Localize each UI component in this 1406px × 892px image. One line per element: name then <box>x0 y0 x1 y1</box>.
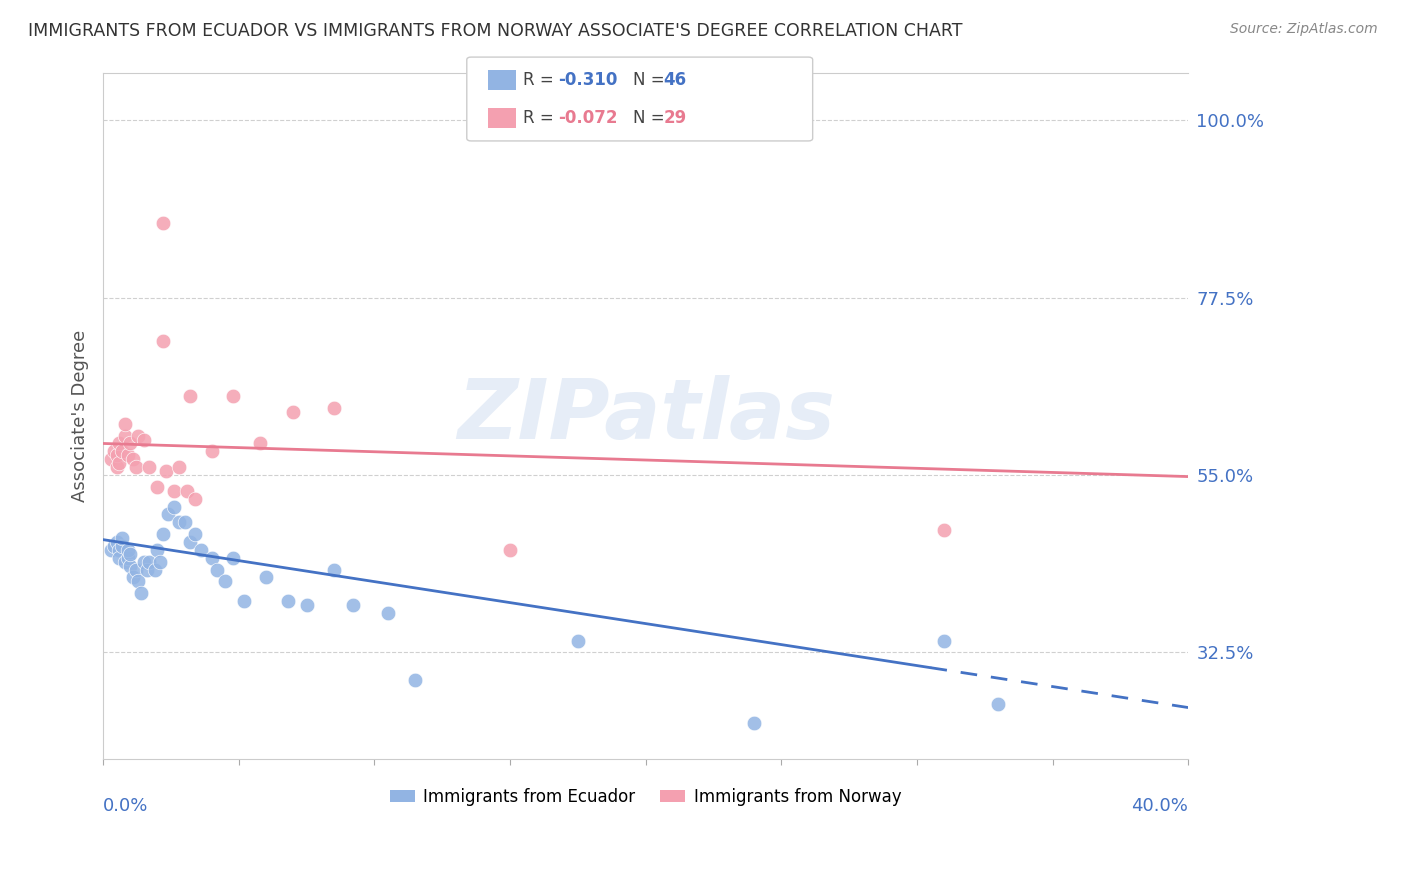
Point <box>281 405 304 419</box>
Point <box>233 594 256 608</box>
Text: 40.0%: 40.0% <box>1132 797 1188 814</box>
Text: -0.072: -0.072 <box>558 109 617 127</box>
Text: 29: 29 <box>664 109 688 127</box>
Point <box>103 444 125 458</box>
Point <box>120 436 142 450</box>
Point <box>143 563 166 577</box>
Text: Source: ZipAtlas.com: Source: ZipAtlas.com <box>1230 22 1378 37</box>
Point <box>205 563 228 577</box>
Y-axis label: Associate's Degree: Associate's Degree <box>72 330 89 502</box>
Text: 0.0%: 0.0% <box>103 797 149 814</box>
Point <box>342 598 364 612</box>
Point <box>117 542 139 557</box>
Point <box>499 542 522 557</box>
Point <box>184 491 207 506</box>
Point <box>122 570 145 584</box>
Point <box>114 555 136 569</box>
Point <box>132 555 155 569</box>
Point <box>152 527 174 541</box>
Point <box>322 401 344 415</box>
Point <box>163 500 186 514</box>
Point <box>167 460 190 475</box>
Text: N =: N = <box>633 71 669 89</box>
Point <box>157 508 180 522</box>
Point <box>122 452 145 467</box>
Point <box>987 697 1010 711</box>
Point <box>114 417 136 431</box>
Point <box>105 535 128 549</box>
Text: N =: N = <box>633 109 669 127</box>
Point <box>176 483 198 498</box>
Point <box>932 523 955 537</box>
Point <box>127 574 149 589</box>
Text: IMMIGRANTS FROM ECUADOR VS IMMIGRANTS FROM NORWAY ASSOCIATE'S DEGREE CORRELATION: IMMIGRANTS FROM ECUADOR VS IMMIGRANTS FR… <box>28 22 963 40</box>
Point <box>111 539 134 553</box>
Point <box>190 542 212 557</box>
Point <box>129 586 152 600</box>
Point <box>138 555 160 569</box>
Point <box>254 570 277 584</box>
Point <box>152 334 174 348</box>
Point <box>152 216 174 230</box>
Point <box>184 527 207 541</box>
Point <box>132 433 155 447</box>
Point <box>201 444 224 458</box>
Point <box>173 516 195 530</box>
Point <box>567 633 589 648</box>
Point <box>932 633 955 648</box>
Point <box>214 574 236 589</box>
Point <box>377 606 399 620</box>
Point <box>295 598 318 612</box>
Point <box>114 428 136 442</box>
Point <box>100 542 122 557</box>
Point <box>277 594 299 608</box>
Point <box>124 563 146 577</box>
Point <box>146 480 169 494</box>
Point <box>179 535 201 549</box>
Point <box>120 547 142 561</box>
Point <box>117 448 139 462</box>
Legend: Immigrants from Ecuador, Immigrants from Norway: Immigrants from Ecuador, Immigrants from… <box>384 780 908 813</box>
Point <box>120 558 142 573</box>
Point <box>108 456 131 470</box>
Point <box>155 464 177 478</box>
Point <box>404 673 426 687</box>
Text: R =: R = <box>523 109 560 127</box>
Point <box>179 389 201 403</box>
Point <box>163 483 186 498</box>
Point <box>108 550 131 565</box>
Point <box>322 563 344 577</box>
Text: ZIPatlas: ZIPatlas <box>457 376 835 457</box>
Point <box>127 428 149 442</box>
Point <box>111 444 134 458</box>
Point <box>222 389 245 403</box>
Point <box>201 550 224 565</box>
Text: -0.310: -0.310 <box>558 71 617 89</box>
Point <box>108 542 131 557</box>
Point <box>108 436 131 450</box>
Point <box>149 555 172 569</box>
Point <box>146 542 169 557</box>
Point <box>111 531 134 545</box>
Point <box>249 436 271 450</box>
Point <box>222 550 245 565</box>
Text: 46: 46 <box>664 71 686 89</box>
Point <box>167 516 190 530</box>
Point <box>742 716 765 731</box>
Point <box>100 452 122 467</box>
Point <box>103 539 125 553</box>
Point <box>105 460 128 475</box>
Point <box>138 460 160 475</box>
Point <box>117 550 139 565</box>
Point <box>124 460 146 475</box>
Text: R =: R = <box>523 71 560 89</box>
Point <box>135 563 157 577</box>
Point <box>105 448 128 462</box>
